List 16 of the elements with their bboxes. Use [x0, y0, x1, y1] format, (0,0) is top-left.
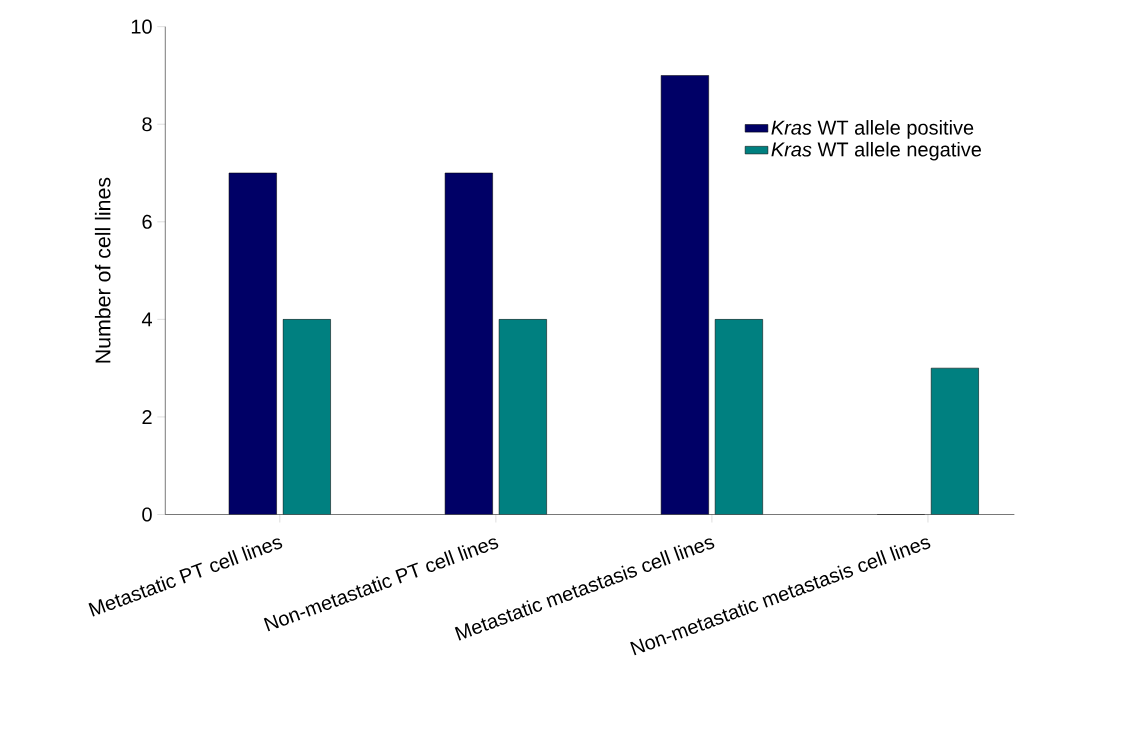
y-tick-label: 8 — [142, 116, 152, 132]
y-axis-title: Number of cell lines — [94, 177, 111, 363]
bar — [282, 318, 331, 515]
bar — [445, 172, 493, 515]
y-tick-label: 2 — [142, 409, 152, 424]
bar — [714, 318, 763, 515]
legend-label: Kras WT allele negative — [771, 141, 982, 161]
bar — [661, 75, 709, 515]
y-tick-label: 6 — [142, 214, 152, 229]
y-tick-label: 10 — [131, 19, 152, 34]
legend-label: Kras WT allele positive — [771, 119, 974, 139]
y-tick-label: 0 — [142, 507, 152, 522]
bar — [498, 318, 547, 515]
bar — [930, 367, 979, 515]
bar — [229, 172, 277, 515]
y-tick-label: 4 — [141, 312, 152, 327]
